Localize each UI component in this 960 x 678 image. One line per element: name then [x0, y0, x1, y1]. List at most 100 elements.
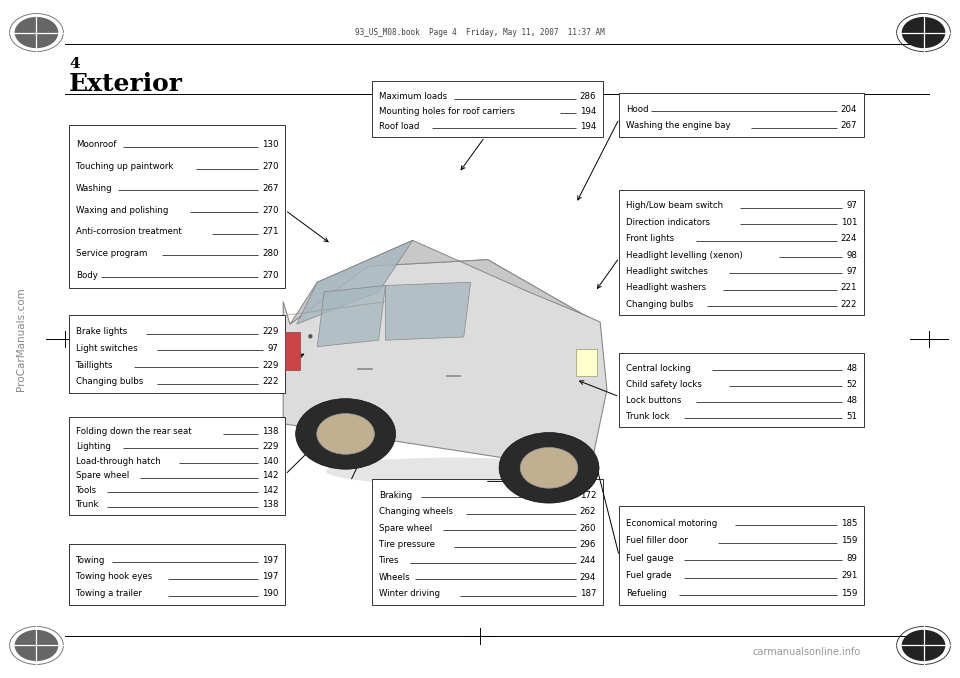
- Text: 296: 296: [580, 540, 596, 549]
- Text: Child safety locks: Child safety locks: [626, 380, 702, 388]
- Text: Braking: Braking: [379, 491, 413, 500]
- Text: Headlight levelling (xenon): Headlight levelling (xenon): [626, 250, 743, 260]
- Circle shape: [499, 433, 599, 503]
- Text: Light switches: Light switches: [76, 344, 137, 353]
- Text: Headlight switches: Headlight switches: [626, 267, 708, 276]
- Ellipse shape: [325, 458, 582, 485]
- Bar: [372, 81, 603, 137]
- Bar: [619, 353, 864, 427]
- Text: 138: 138: [262, 500, 278, 509]
- Text: Trunk lock: Trunk lock: [626, 412, 669, 420]
- Text: 291: 291: [841, 572, 857, 580]
- Text: 262: 262: [580, 507, 596, 516]
- Circle shape: [296, 399, 396, 469]
- Text: 187: 187: [580, 589, 596, 598]
- Text: Fuel grade: Fuel grade: [626, 572, 672, 580]
- Text: Lighting: Lighting: [76, 442, 110, 451]
- Bar: [69, 544, 285, 605]
- Bar: [69, 417, 285, 515]
- Circle shape: [15, 631, 58, 660]
- Text: 159: 159: [841, 589, 857, 598]
- Polygon shape: [385, 282, 470, 340]
- Text: 52: 52: [847, 380, 857, 388]
- Text: Towing a trailer: Towing a trailer: [76, 589, 142, 598]
- Text: 130: 130: [262, 140, 278, 149]
- Text: Washing the engine bay: Washing the engine bay: [626, 121, 731, 130]
- Text: Service program: Service program: [76, 249, 147, 258]
- Text: 221: 221: [841, 283, 857, 292]
- Text: 271: 271: [262, 227, 278, 236]
- Text: Folding down the rear seat: Folding down the rear seat: [76, 427, 191, 437]
- Text: 222: 222: [262, 378, 278, 386]
- Text: Maximum loads: Maximum loads: [379, 92, 447, 101]
- Text: 97: 97: [268, 344, 278, 353]
- Bar: [619, 93, 864, 137]
- Text: Tires: Tires: [379, 557, 399, 565]
- Text: 48: 48: [847, 396, 857, 405]
- Text: Headlight washers: Headlight washers: [626, 283, 706, 292]
- Text: 197: 197: [262, 572, 278, 581]
- Text: Fuel filler door: Fuel filler door: [626, 536, 687, 545]
- Text: Changing bulbs: Changing bulbs: [76, 378, 143, 386]
- Text: Brake lights: Brake lights: [76, 327, 127, 336]
- Text: 197: 197: [262, 555, 278, 565]
- Text: Refueling: Refueling: [626, 589, 666, 598]
- Text: Hood: Hood: [626, 104, 648, 114]
- Text: 98: 98: [847, 250, 857, 260]
- Bar: [69, 125, 285, 288]
- Text: Changing wheels: Changing wheels: [379, 507, 453, 516]
- Text: Load-through hatch: Load-through hatch: [76, 456, 160, 466]
- Text: carmanualsonline.info: carmanualsonline.info: [753, 647, 860, 657]
- Text: Anti-corrosion treatment: Anti-corrosion treatment: [76, 227, 181, 236]
- Text: 93_US_M08.book  Page 4  Friday, May 11, 2007  11:37 AM: 93_US_M08.book Page 4 Friday, May 11, 20…: [355, 28, 605, 37]
- Text: Tools: Tools: [76, 485, 97, 495]
- Bar: [372, 479, 603, 605]
- Text: 294: 294: [580, 573, 596, 582]
- Text: 101: 101: [841, 218, 857, 226]
- Text: Waxing and polishing: Waxing and polishing: [76, 205, 168, 214]
- Text: 270: 270: [262, 162, 278, 171]
- Text: 267: 267: [841, 121, 857, 130]
- Text: Taillights: Taillights: [76, 361, 113, 370]
- Bar: [619, 506, 864, 605]
- Text: Fuel gauge: Fuel gauge: [626, 554, 674, 563]
- Bar: [285, 332, 300, 370]
- Text: Front lights: Front lights: [626, 234, 674, 243]
- Text: 244: 244: [580, 557, 596, 565]
- Text: 267: 267: [262, 184, 278, 193]
- Text: Washing: Washing: [76, 184, 112, 193]
- Text: 224: 224: [841, 234, 857, 243]
- Text: 280: 280: [262, 249, 278, 258]
- Text: 190: 190: [262, 589, 278, 598]
- Text: 229: 229: [262, 327, 278, 336]
- Text: 185: 185: [841, 519, 857, 527]
- Text: 286: 286: [580, 92, 596, 101]
- Text: Moonroof: Moonroof: [76, 140, 116, 149]
- Text: 270: 270: [262, 271, 278, 279]
- Bar: [576, 349, 597, 376]
- Text: 194: 194: [580, 122, 596, 131]
- Text: 270: 270: [262, 205, 278, 214]
- Polygon shape: [290, 241, 583, 324]
- Text: Economical motoring: Economical motoring: [626, 519, 717, 527]
- Text: 222: 222: [841, 300, 857, 308]
- Text: Touching up paintwork: Touching up paintwork: [76, 162, 173, 171]
- Bar: [69, 315, 285, 393]
- Circle shape: [520, 447, 578, 488]
- Text: 138: 138: [262, 427, 278, 437]
- Circle shape: [317, 414, 374, 454]
- Text: Towing: Towing: [76, 555, 106, 565]
- Text: Exterior: Exterior: [69, 72, 183, 96]
- Text: Winter driving: Winter driving: [379, 589, 441, 598]
- Text: Body: Body: [76, 271, 98, 279]
- Bar: [619, 190, 864, 315]
- Text: 194: 194: [580, 107, 596, 116]
- Text: 97: 97: [847, 267, 857, 276]
- Text: 229: 229: [262, 361, 278, 370]
- Text: 260: 260: [580, 523, 596, 533]
- Polygon shape: [283, 260, 607, 471]
- Circle shape: [902, 18, 945, 47]
- Text: Tire pressure: Tire pressure: [379, 540, 435, 549]
- Text: 51: 51: [847, 412, 857, 420]
- Text: 142: 142: [262, 471, 278, 480]
